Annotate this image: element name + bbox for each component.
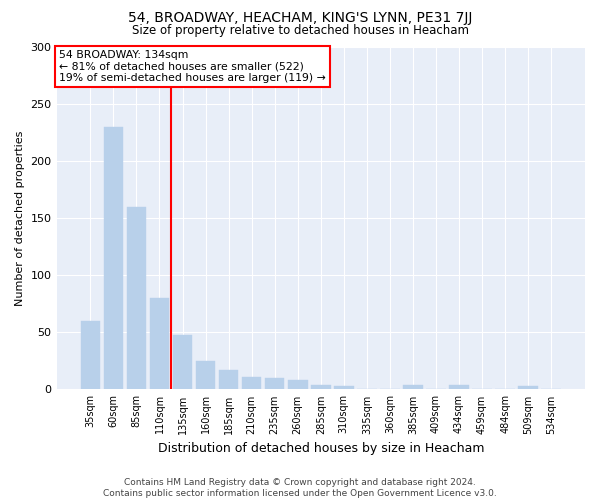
Bar xyxy=(104,126,123,390)
Bar xyxy=(242,377,262,390)
Bar xyxy=(196,361,215,390)
Text: 54, BROADWAY, HEACHAM, KING'S LYNN, PE31 7JJ: 54, BROADWAY, HEACHAM, KING'S LYNN, PE31… xyxy=(128,11,472,25)
Text: 54 BROADWAY: 134sqm
← 81% of detached houses are smaller (522)
19% of semi-detac: 54 BROADWAY: 134sqm ← 81% of detached ho… xyxy=(59,50,326,83)
Bar xyxy=(80,321,100,390)
Bar xyxy=(334,386,353,390)
Text: Size of property relative to detached houses in Heacham: Size of property relative to detached ho… xyxy=(131,24,469,37)
Bar xyxy=(403,385,423,390)
Y-axis label: Number of detached properties: Number of detached properties xyxy=(15,130,25,306)
Bar xyxy=(219,370,238,390)
Text: Contains HM Land Registry data © Crown copyright and database right 2024.
Contai: Contains HM Land Registry data © Crown c… xyxy=(103,478,497,498)
Bar xyxy=(449,385,469,390)
Bar xyxy=(149,298,169,390)
Bar xyxy=(288,380,308,390)
Bar xyxy=(518,386,538,390)
Bar xyxy=(173,334,193,390)
Bar xyxy=(311,385,331,390)
X-axis label: Distribution of detached houses by size in Heacham: Distribution of detached houses by size … xyxy=(158,442,484,455)
Bar xyxy=(265,378,284,390)
Bar xyxy=(127,206,146,390)
